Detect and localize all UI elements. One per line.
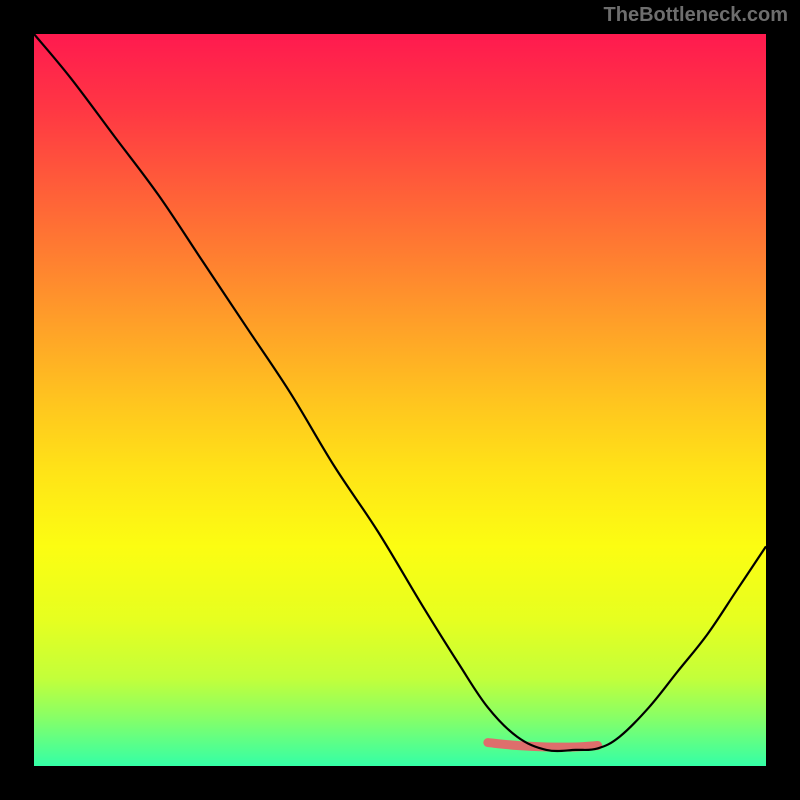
bottleneck-curve [34,34,766,751]
watermark-text: TheBottleneck.com [604,4,788,27]
plot-area [34,34,766,766]
chart-container: TheBottleneck.com [0,0,800,800]
curve-layer [34,34,766,766]
minimum-highlight [488,743,598,748]
